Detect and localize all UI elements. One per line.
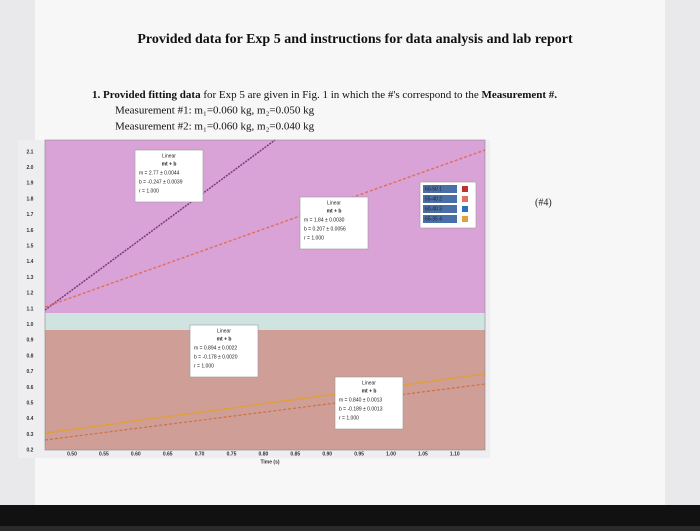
fit-model: mt + b xyxy=(162,161,177,167)
y-tick-label: 0.4 xyxy=(27,416,34,422)
fit-line xyxy=(44,149,486,308)
fit-line-text: r = 1.000 xyxy=(194,363,214,369)
y-tick-label: 2.1 xyxy=(27,149,34,155)
fit-box xyxy=(134,149,204,203)
fit-line-text: b = -0.178 ± 0.0020 xyxy=(194,354,238,360)
x-tick-label: 0.85 xyxy=(290,451,300,457)
fit-title: Linear xyxy=(327,200,341,206)
fit-line-text: m = 2.77 ± 0.0044 xyxy=(139,170,180,176)
fit-line xyxy=(44,373,486,434)
x-tick-label: 0.95 xyxy=(354,451,364,457)
fit-line-text: m = 1.84 ± 0.0030 xyxy=(304,217,345,223)
measurement: Measurement #1: m₁=0.060 kg, m₂=0.050 kg xyxy=(115,105,315,117)
y-tick-label: 0.2 xyxy=(27,448,34,454)
y-tick-label: 1.2 xyxy=(27,291,34,297)
fit-line xyxy=(44,383,486,441)
y-tick-label: 1.7 xyxy=(27,212,34,218)
legend-row xyxy=(423,195,457,203)
x-tick-label: 1.10 xyxy=(450,451,460,457)
fit-title: Linear xyxy=(162,153,176,159)
y-tick-label: 0.5 xyxy=(27,401,34,407)
legend-row xyxy=(423,205,457,213)
bezel xyxy=(0,505,700,526)
y-tick-label: 1.1 xyxy=(27,306,34,312)
item: 1. Provided fitting data for Exp 5 are g… xyxy=(92,89,557,101)
legend-swatch xyxy=(462,186,468,192)
region-bottom xyxy=(45,330,485,450)
fit-title: Linear xyxy=(217,328,231,334)
y-tick-label: 2.0 xyxy=(27,165,34,171)
fit-box xyxy=(299,196,369,250)
measurement: Measurement #2: m₁=0.060 kg, m₂=0.040 kg xyxy=(115,121,315,133)
x-tick-label: 0.50 xyxy=(67,451,77,457)
legend-row xyxy=(423,185,457,193)
x-axis-title: Time (s) xyxy=(260,459,279,465)
fit-box xyxy=(189,324,259,378)
x-tick-label: 1.00 xyxy=(386,451,396,457)
y-tick-label: 0.7 xyxy=(27,369,34,375)
legend-label: 65-35 4 xyxy=(425,216,442,222)
fit-line-text: r = 1.000 xyxy=(304,235,324,241)
title: Provided data for Exp 5 and instructions… xyxy=(137,32,573,47)
fit-line-text: m = 0.840 ± 0.0013 xyxy=(339,397,382,403)
fit-box xyxy=(334,376,404,430)
legend-swatch xyxy=(462,216,468,222)
annotation: (#4) xyxy=(535,197,552,208)
y-tick-label: 1.6 xyxy=(27,228,34,234)
item-lead: Provided fitting data xyxy=(103,89,201,101)
x-tick-label: 1.05 xyxy=(418,451,428,457)
fit-model: mt + b xyxy=(327,208,342,214)
x-tick-label: 0.75 xyxy=(227,451,237,457)
y-tick-label: 1.4 xyxy=(27,259,34,265)
x-tick-label: 0.60 xyxy=(131,451,141,457)
fit-title: Linear xyxy=(362,380,376,386)
fit-line-text: r = 1.000 xyxy=(139,188,159,194)
y-tick-label: 0.3 xyxy=(27,432,34,438)
legend-label: 55-40 2 xyxy=(425,196,442,202)
x-tick-label: 0.55 xyxy=(99,451,109,457)
y-tick-label: 1.8 xyxy=(27,196,34,202)
y-tick-label: 0.6 xyxy=(27,385,34,391)
region-mid xyxy=(45,313,485,330)
y-tick-label: 1.9 xyxy=(27,181,34,187)
fit-line xyxy=(44,139,276,311)
fit-model: mt + b xyxy=(217,336,232,342)
fit-line-text: b = 0.207 ± 0.0056 xyxy=(304,226,346,232)
legend-swatch xyxy=(462,206,468,212)
legend-label: 60-50 1 xyxy=(425,186,442,192)
fit-line-text: b = -0.189 ± 0.0013 xyxy=(339,406,383,412)
fit-line-text: m = 0.894 ± 0.0022 xyxy=(194,345,237,351)
x-tick-label: 0.90 xyxy=(322,451,332,457)
x-tick-label: 0.80 xyxy=(259,451,269,457)
x-tick-label: 0.65 xyxy=(163,451,173,457)
item-text: for Exp 5 are given in Fig. 1 in which t… xyxy=(203,89,479,101)
x-tick-label: 0.70 xyxy=(195,451,205,457)
fit-line-text: r = 1.000 xyxy=(339,415,359,421)
region-top xyxy=(45,140,485,313)
item-tail: Measurement #. xyxy=(481,89,557,101)
legend-label: 60-40 3 xyxy=(425,206,442,212)
plot-frame xyxy=(44,139,486,451)
legend-swatch xyxy=(462,196,468,202)
y-tick-label: 1.5 xyxy=(27,244,34,250)
figure xyxy=(18,139,490,458)
legend-row xyxy=(423,215,457,223)
y-tick-label: 1.3 xyxy=(27,275,34,281)
y-tick-label: 0.8 xyxy=(27,353,34,359)
fit-line-text: b = -0.247 ± 0.0039 xyxy=(139,179,183,185)
y-tick-label: 1.0 xyxy=(27,322,34,328)
y-tick-label: 0.9 xyxy=(27,338,34,344)
fit-model: mt + b xyxy=(362,388,377,394)
item-number: 1. xyxy=(92,89,101,101)
